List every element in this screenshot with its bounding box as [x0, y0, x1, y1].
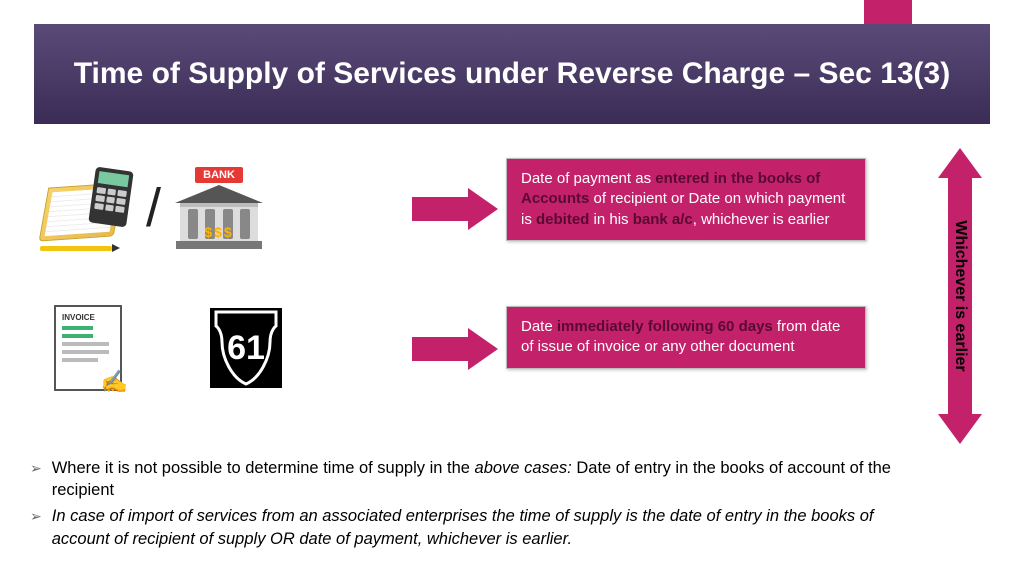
title-bar: Time of Supply of Services under Reverse…	[34, 24, 990, 124]
route-61-icon: 61	[198, 300, 294, 396]
whichever-earlier-label: Whichever is earlier	[951, 220, 969, 371]
books-calculator-icon	[40, 160, 136, 256]
bank-dollars: $$$	[204, 224, 233, 240]
bullet-text: Where it is not possible to determine ti…	[52, 457, 910, 502]
bullet-marker-icon: ➢	[30, 505, 42, 550]
row-payment-date: / BANK $$$ Date of payment as entered in…	[40, 160, 267, 256]
arrow-right-icon	[412, 188, 502, 230]
bank-sign-label: BANK	[195, 167, 243, 183]
bank-icon: BANK $$$	[171, 160, 267, 256]
row-60-days: INVOICE ✍️ 61 Date immediately following…	[40, 300, 294, 396]
info-box-payment: Date of payment as entered in the books …	[506, 158, 866, 241]
bullet-item: ➢ In case of import of services from an …	[30, 505, 910, 550]
arrow-updown-whichever-earlier: Whichever is earlier	[938, 148, 982, 444]
invoice-icon: INVOICE ✍️	[40, 300, 136, 396]
footnote-bullets: ➢ Where it is not possible to determine …	[30, 457, 910, 554]
page-title: Time of Supply of Services under Reverse…	[74, 56, 950, 92]
arrow-right-icon	[412, 328, 502, 370]
slash-separator: /	[146, 177, 161, 239]
bullet-item: ➢ Where it is not possible to determine …	[30, 457, 910, 502]
info-box-60days: Date immediately following 60 days from …	[506, 306, 866, 369]
bullet-text: In case of import of services from an as…	[52, 505, 910, 550]
bullet-marker-icon: ➢	[30, 457, 42, 502]
